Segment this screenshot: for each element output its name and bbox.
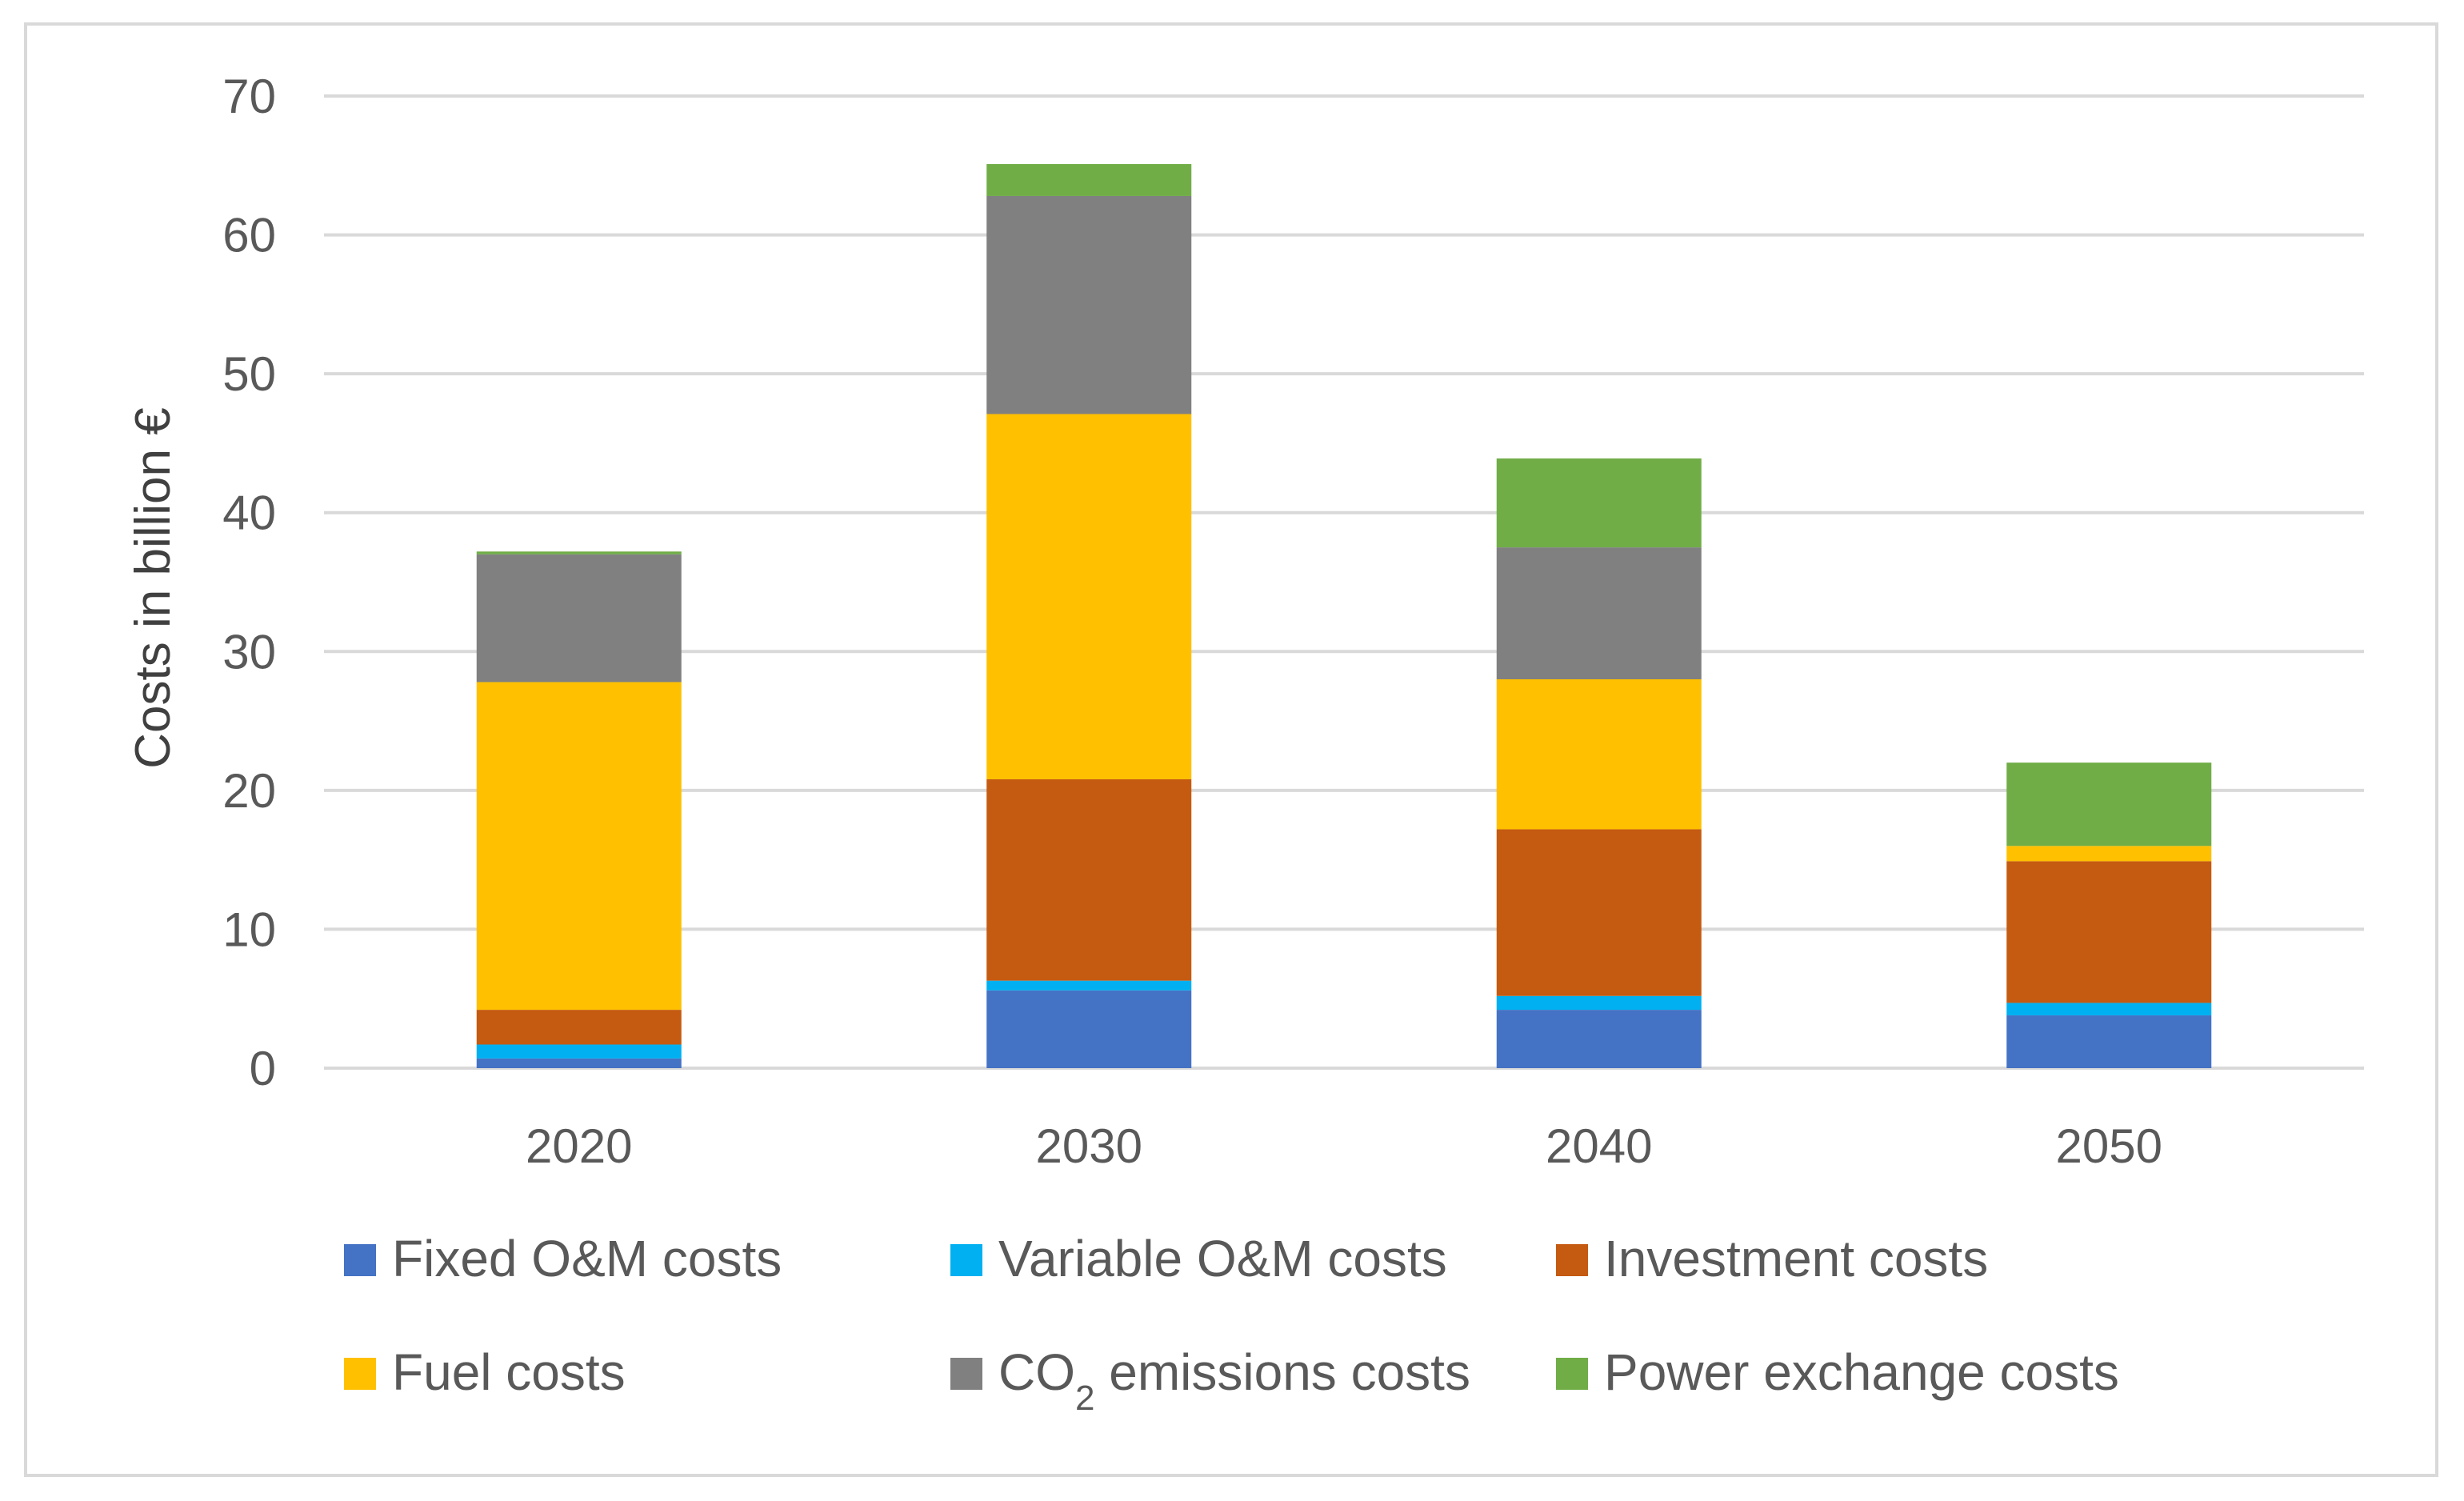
legend-swatch-5 — [1556, 1358, 1588, 1390]
bar-2050-series-0 — [2006, 1015, 2212, 1068]
legend-swatch-0 — [344, 1244, 376, 1276]
legend-label-0: Fixed O&M costs — [392, 1230, 782, 1287]
bar-2030-series-3 — [986, 414, 1192, 779]
legend-swatch-3 — [344, 1358, 376, 1390]
legend-label-1: Variable O&M costs — [998, 1230, 1447, 1287]
y-tick-label: 0 — [250, 1042, 276, 1095]
bar-2050-series-1 — [2006, 1003, 2212, 1016]
y-tick-label: 70 — [222, 70, 276, 123]
bar-2030-series-0 — [986, 990, 1192, 1068]
bar-2040-series-0 — [1496, 1010, 1702, 1068]
y-tick-label: 60 — [222, 209, 276, 262]
bar-2030-series-5 — [986, 164, 1192, 196]
bar-2030-series-1 — [986, 980, 1192, 991]
bar-2040-series-1 — [1496, 995, 1702, 1011]
legend-label-2: Investment costs — [1604, 1230, 1988, 1287]
legend-swatch-4 — [950, 1358, 982, 1390]
chart-frame — [24, 22, 2438, 1477]
bar-2020-series-3 — [476, 682, 682, 1011]
bar-2030-series-2 — [986, 779, 1192, 981]
x-tick-label: 2030 — [1036, 1119, 1142, 1173]
y-tick-label: 30 — [222, 625, 276, 678]
bars — [476, 164, 2212, 1068]
y-tick-label: 40 — [222, 486, 276, 540]
x-tick-labels: 2020 2030 2040 2050 — [526, 1119, 2162, 1173]
bar-2020-series-2 — [476, 1010, 682, 1045]
bar-2040-series-5 — [1496, 458, 1702, 548]
y-axis-title: Costs in billion € — [126, 407, 181, 768]
bar-2050-series-3 — [2006, 846, 2212, 862]
bar-2040-series-2 — [1496, 829, 1702, 996]
legend-label-3: Fuel costs — [392, 1343, 626, 1401]
legend-label-4: CO2 emissions costs — [998, 1343, 1470, 1418]
x-tick-label: 2020 — [526, 1119, 632, 1173]
legend: Fixed O&M costs Variable O&M costs Investm… — [344, 1230, 2119, 1418]
bar-2020-series-4 — [476, 554, 682, 682]
bar-2020-series-5 — [476, 551, 682, 554]
legend-swatch-2 — [1556, 1244, 1588, 1276]
x-tick-label: 2040 — [1546, 1119, 1652, 1173]
legend-label-5: Power exchange costs — [1604, 1343, 2119, 1401]
bar-2050-series-2 — [2006, 861, 2212, 1003]
bar-2040-series-4 — [1496, 547, 1702, 679]
y-tick-label: 50 — [222, 347, 276, 401]
y-tick-label: 10 — [222, 903, 276, 956]
y-tick-label: 20 — [222, 764, 276, 818]
bar-2020-series-0 — [476, 1058, 682, 1068]
bar-2050-series-5 — [2006, 763, 2212, 847]
x-tick-label: 2050 — [2056, 1119, 2162, 1173]
legend-swatch-1 — [950, 1244, 982, 1276]
bar-2040-series-3 — [1496, 679, 1702, 830]
y-tick-labels: 0 10 20 30 40 50 60 70 — [222, 70, 276, 1095]
bar-2020-series-1 — [476, 1044, 682, 1059]
bar-2030-series-4 — [986, 195, 1192, 414]
